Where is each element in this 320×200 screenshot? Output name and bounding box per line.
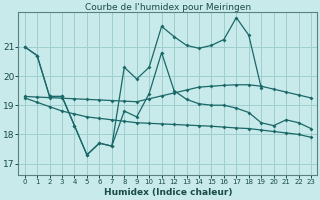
X-axis label: Humidex (Indice chaleur): Humidex (Indice chaleur) [104, 188, 232, 197]
Title: Courbe de l'humidex pour Meiringen: Courbe de l'humidex pour Meiringen [85, 3, 251, 12]
